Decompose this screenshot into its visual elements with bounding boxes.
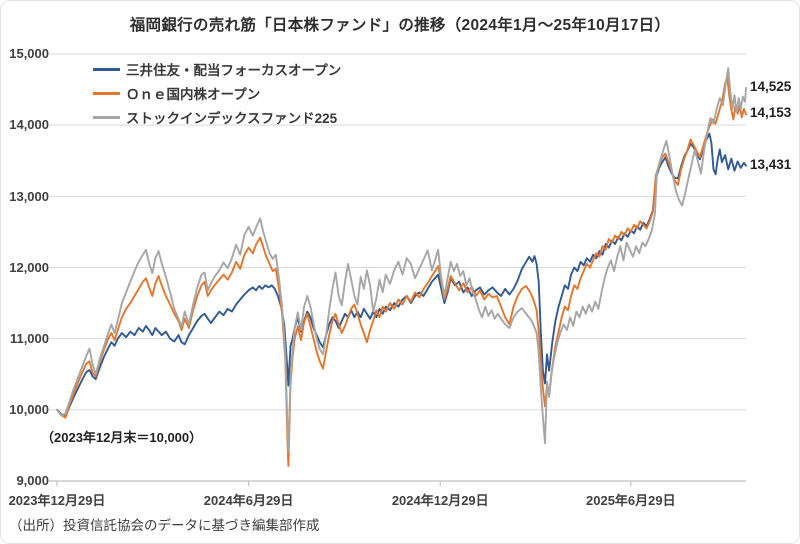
- y-axis-tick-label: 14,000: [9, 117, 49, 132]
- source-note: （出所）投資信託協会のデータに基づき編集部作成: [9, 518, 320, 533]
- legend-line-swatch-blue: [93, 67, 120, 71]
- legend-label: 三井住友・配当フォーカスオープン: [126, 63, 342, 78]
- legend-line-swatch-orange: [93, 91, 120, 95]
- chart-title: 福岡銀行の売れ筋「日本株ファンド」の推移（2024年1月～25年10月17日）: [129, 17, 671, 34]
- series-end-value-label-dividend: 13,431: [750, 156, 792, 172]
- legend-item-dividend-focus: 三井住友・配当フォーカスオープン: [93, 57, 341, 81]
- legend-label: Ｏｎｅ国内株オープン: [126, 87, 261, 102]
- y-axis-tick-label: 13,000: [9, 189, 49, 204]
- series-end-value-label-index225: 14,525: [750, 78, 792, 94]
- series-end-value-label-one: 14,153: [750, 105, 792, 121]
- legend-item-index-225: ストックインデックスファンド225: [93, 105, 341, 129]
- y-axis-tick-label: 9,000: [16, 473, 49, 488]
- x-axis-tick-label: 2025年6月29日: [586, 493, 676, 508]
- y-axis-tick-label: 15,000: [9, 46, 49, 61]
- x-axis-tick-label: 2024年6月29日: [203, 493, 294, 508]
- x-axis-tick-label: 2024年12月29日: [391, 493, 489, 508]
- legend-label: ストックインデックスファンド225: [126, 111, 338, 126]
- y-axis-tick-label: 10,000: [9, 402, 49, 417]
- legend-line-swatch-gray: [93, 115, 120, 119]
- x-axis-tick-label: 2023年12月29日: [8, 493, 106, 508]
- y-axis-tick-label: 11,000: [9, 331, 49, 346]
- chart-legend: 三井住友・配当フォーカスオープン Ｏｎｅ国内株オープン ストックインデックスファ…: [93, 57, 341, 129]
- legend-item-one-domestic: Ｏｎｅ国内株オープン: [93, 81, 341, 105]
- base-value-annotation: （2023年12月末＝10,000）: [41, 430, 203, 445]
- y-axis-tick-label: 12,000: [9, 260, 49, 275]
